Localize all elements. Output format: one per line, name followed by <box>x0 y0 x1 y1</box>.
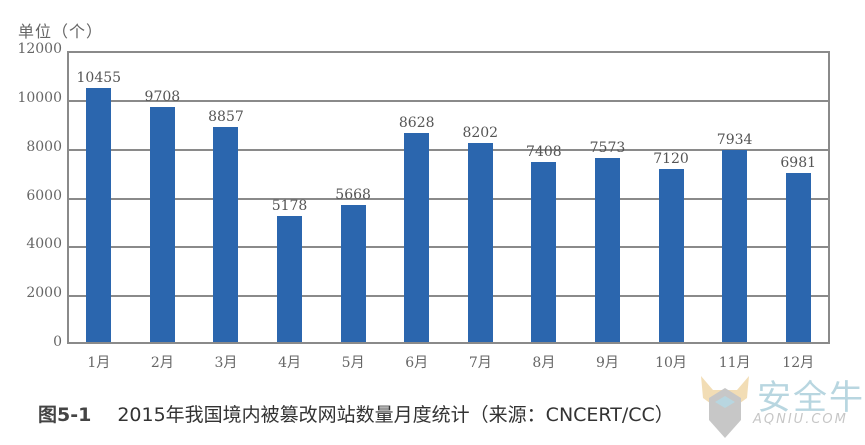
bar-3 <box>213 127 239 342</box>
bar-2 <box>149 106 175 342</box>
x-tick-label: 9月 <box>595 355 619 371</box>
data-label: 7934 <box>716 131 753 148</box>
x-tick-label: 5月 <box>341 355 365 371</box>
x-tick-label: 8月 <box>532 355 556 371</box>
bar-7 <box>467 143 493 342</box>
bar-12 <box>785 172 811 342</box>
plot-area: 10455 9708 8857 5178 5668 8628 8202 7408 7573 712… <box>67 51 830 344</box>
watermark: 安全牛 AQNIU.COM <box>695 368 865 441</box>
data-label: 9708 <box>144 88 181 105</box>
x-tick-label: 7月 <box>468 355 492 371</box>
y-tick-label: 0 <box>53 334 62 350</box>
y-tick-label: 4000 <box>26 236 62 253</box>
bar-5 <box>340 204 366 342</box>
data-label: 7120 <box>653 151 689 168</box>
x-tick-label: 1月 <box>87 355 111 371</box>
gridline <box>69 246 828 249</box>
data-label: 8628 <box>398 114 435 131</box>
y-axis-unit-label: 单位（个） <box>18 22 104 41</box>
data-label: 8202 <box>462 125 499 142</box>
bar-1 <box>86 88 112 342</box>
x-tick-label: 4月 <box>278 355 301 371</box>
bar-10 <box>658 169 684 342</box>
data-label: 10455 <box>76 70 122 87</box>
data-label: 7573 <box>589 140 626 157</box>
data-label: 8857 <box>208 109 244 126</box>
bull-shield-logo-icon <box>701 376 749 438</box>
bar-8 <box>531 162 557 342</box>
data-label: 5668 <box>335 186 371 203</box>
gridline <box>69 148 828 151</box>
y-tick-label: 8000 <box>26 138 62 155</box>
figure-number: 图5-1 <box>38 404 92 426</box>
bar-11 <box>722 149 748 342</box>
data-label: 5178 <box>271 198 308 215</box>
watermark-name: 安全牛 <box>757 378 865 418</box>
x-tick-label: 3月 <box>214 355 238 371</box>
bar-9 <box>594 158 620 342</box>
figure-title: 2015年我国境内被篡改网站数量月度统计（来源：CNCERT/CC） <box>117 404 674 426</box>
y-tick-label: 12000 <box>17 41 62 57</box>
x-tick-label: 2月 <box>150 355 174 371</box>
data-label: 7408 <box>526 144 562 161</box>
x-tick-label: 6月 <box>405 355 429 371</box>
gridline <box>69 99 828 102</box>
gridline <box>69 197 828 200</box>
gridline <box>69 295 828 298</box>
x-tick-label: 11月 <box>718 355 751 371</box>
y-tick-label: 10000 <box>17 89 62 106</box>
y-tick-label: 2000 <box>26 285 62 302</box>
watermark-domain: AQNIU.COM <box>753 412 848 427</box>
y-tick-label: 6000 <box>26 187 62 204</box>
data-label: 6981 <box>780 154 817 171</box>
x-tick-label: 12月 <box>782 355 815 371</box>
x-tick-label: 10月 <box>655 355 687 371</box>
bar-4 <box>277 216 303 342</box>
figure-caption: 图5-1 2015年我国境内被篡改网站数量月度统计（来源：CNCERT/CC） <box>38 400 674 427</box>
bar-6 <box>404 132 430 342</box>
